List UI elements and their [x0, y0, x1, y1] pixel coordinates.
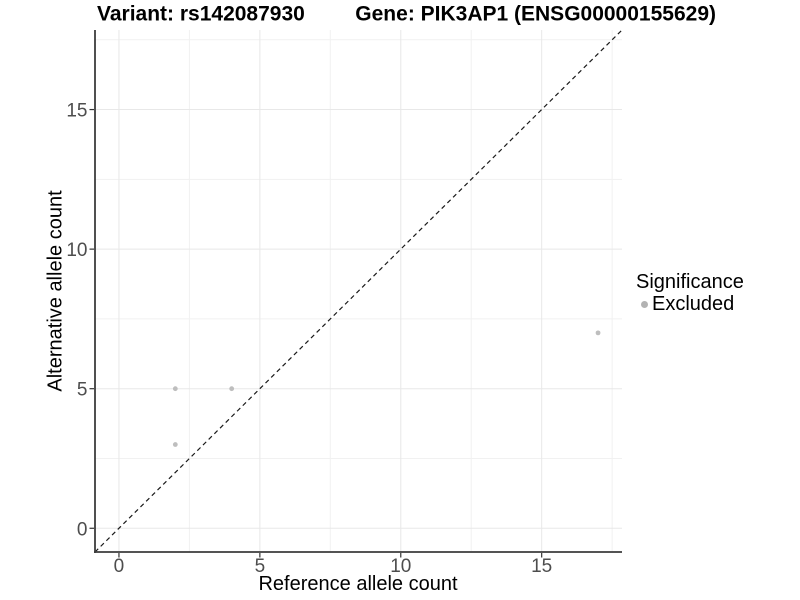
y-axis-label: Alternative allele count: [45, 190, 67, 392]
identity-dashed-line: [94, 29, 623, 553]
x-tick-label: 15: [531, 556, 552, 577]
x-tick-label: 5: [255, 556, 266, 577]
y-tick-label: 15: [66, 101, 87, 122]
y-tick-label: 10: [66, 240, 87, 261]
y-tick-label: 5: [77, 380, 88, 401]
data-point: [172, 442, 178, 447]
x-axis-label: Reference allele count: [258, 573, 457, 595]
plot-title-variant: Variant: rs142087930: [97, 3, 305, 26]
y-axis-tick-marks: [89, 108, 94, 529]
y-tick-label: 0: [77, 519, 88, 540]
excluded-point-icon: [641, 301, 648, 308]
legend: Significance Excluded: [636, 272, 800, 315]
y-tick-labels: 0 5 10 15: [66, 101, 87, 541]
x-tick-label: 10: [390, 556, 411, 577]
x-tick-label: 0: [114, 556, 125, 577]
x-axis-tick-marks: [118, 553, 543, 558]
legend-item-excluded: Excluded: [636, 294, 800, 315]
minor-gridlines: [95, 30, 622, 552]
major-gridlines: [95, 30, 622, 552]
data-point: [229, 386, 235, 392]
legend-title: Significance: [636, 271, 744, 293]
data-points: [172, 330, 601, 447]
data-point: [172, 386, 178, 392]
legend-item-label: Excluded: [652, 293, 735, 315]
plot-title-gene: Gene: PIK3AP1 (ENSG00000155629): [355, 3, 716, 26]
x-tick-labels: 0 5 10 15: [114, 556, 553, 577]
data-point: [595, 330, 601, 336]
